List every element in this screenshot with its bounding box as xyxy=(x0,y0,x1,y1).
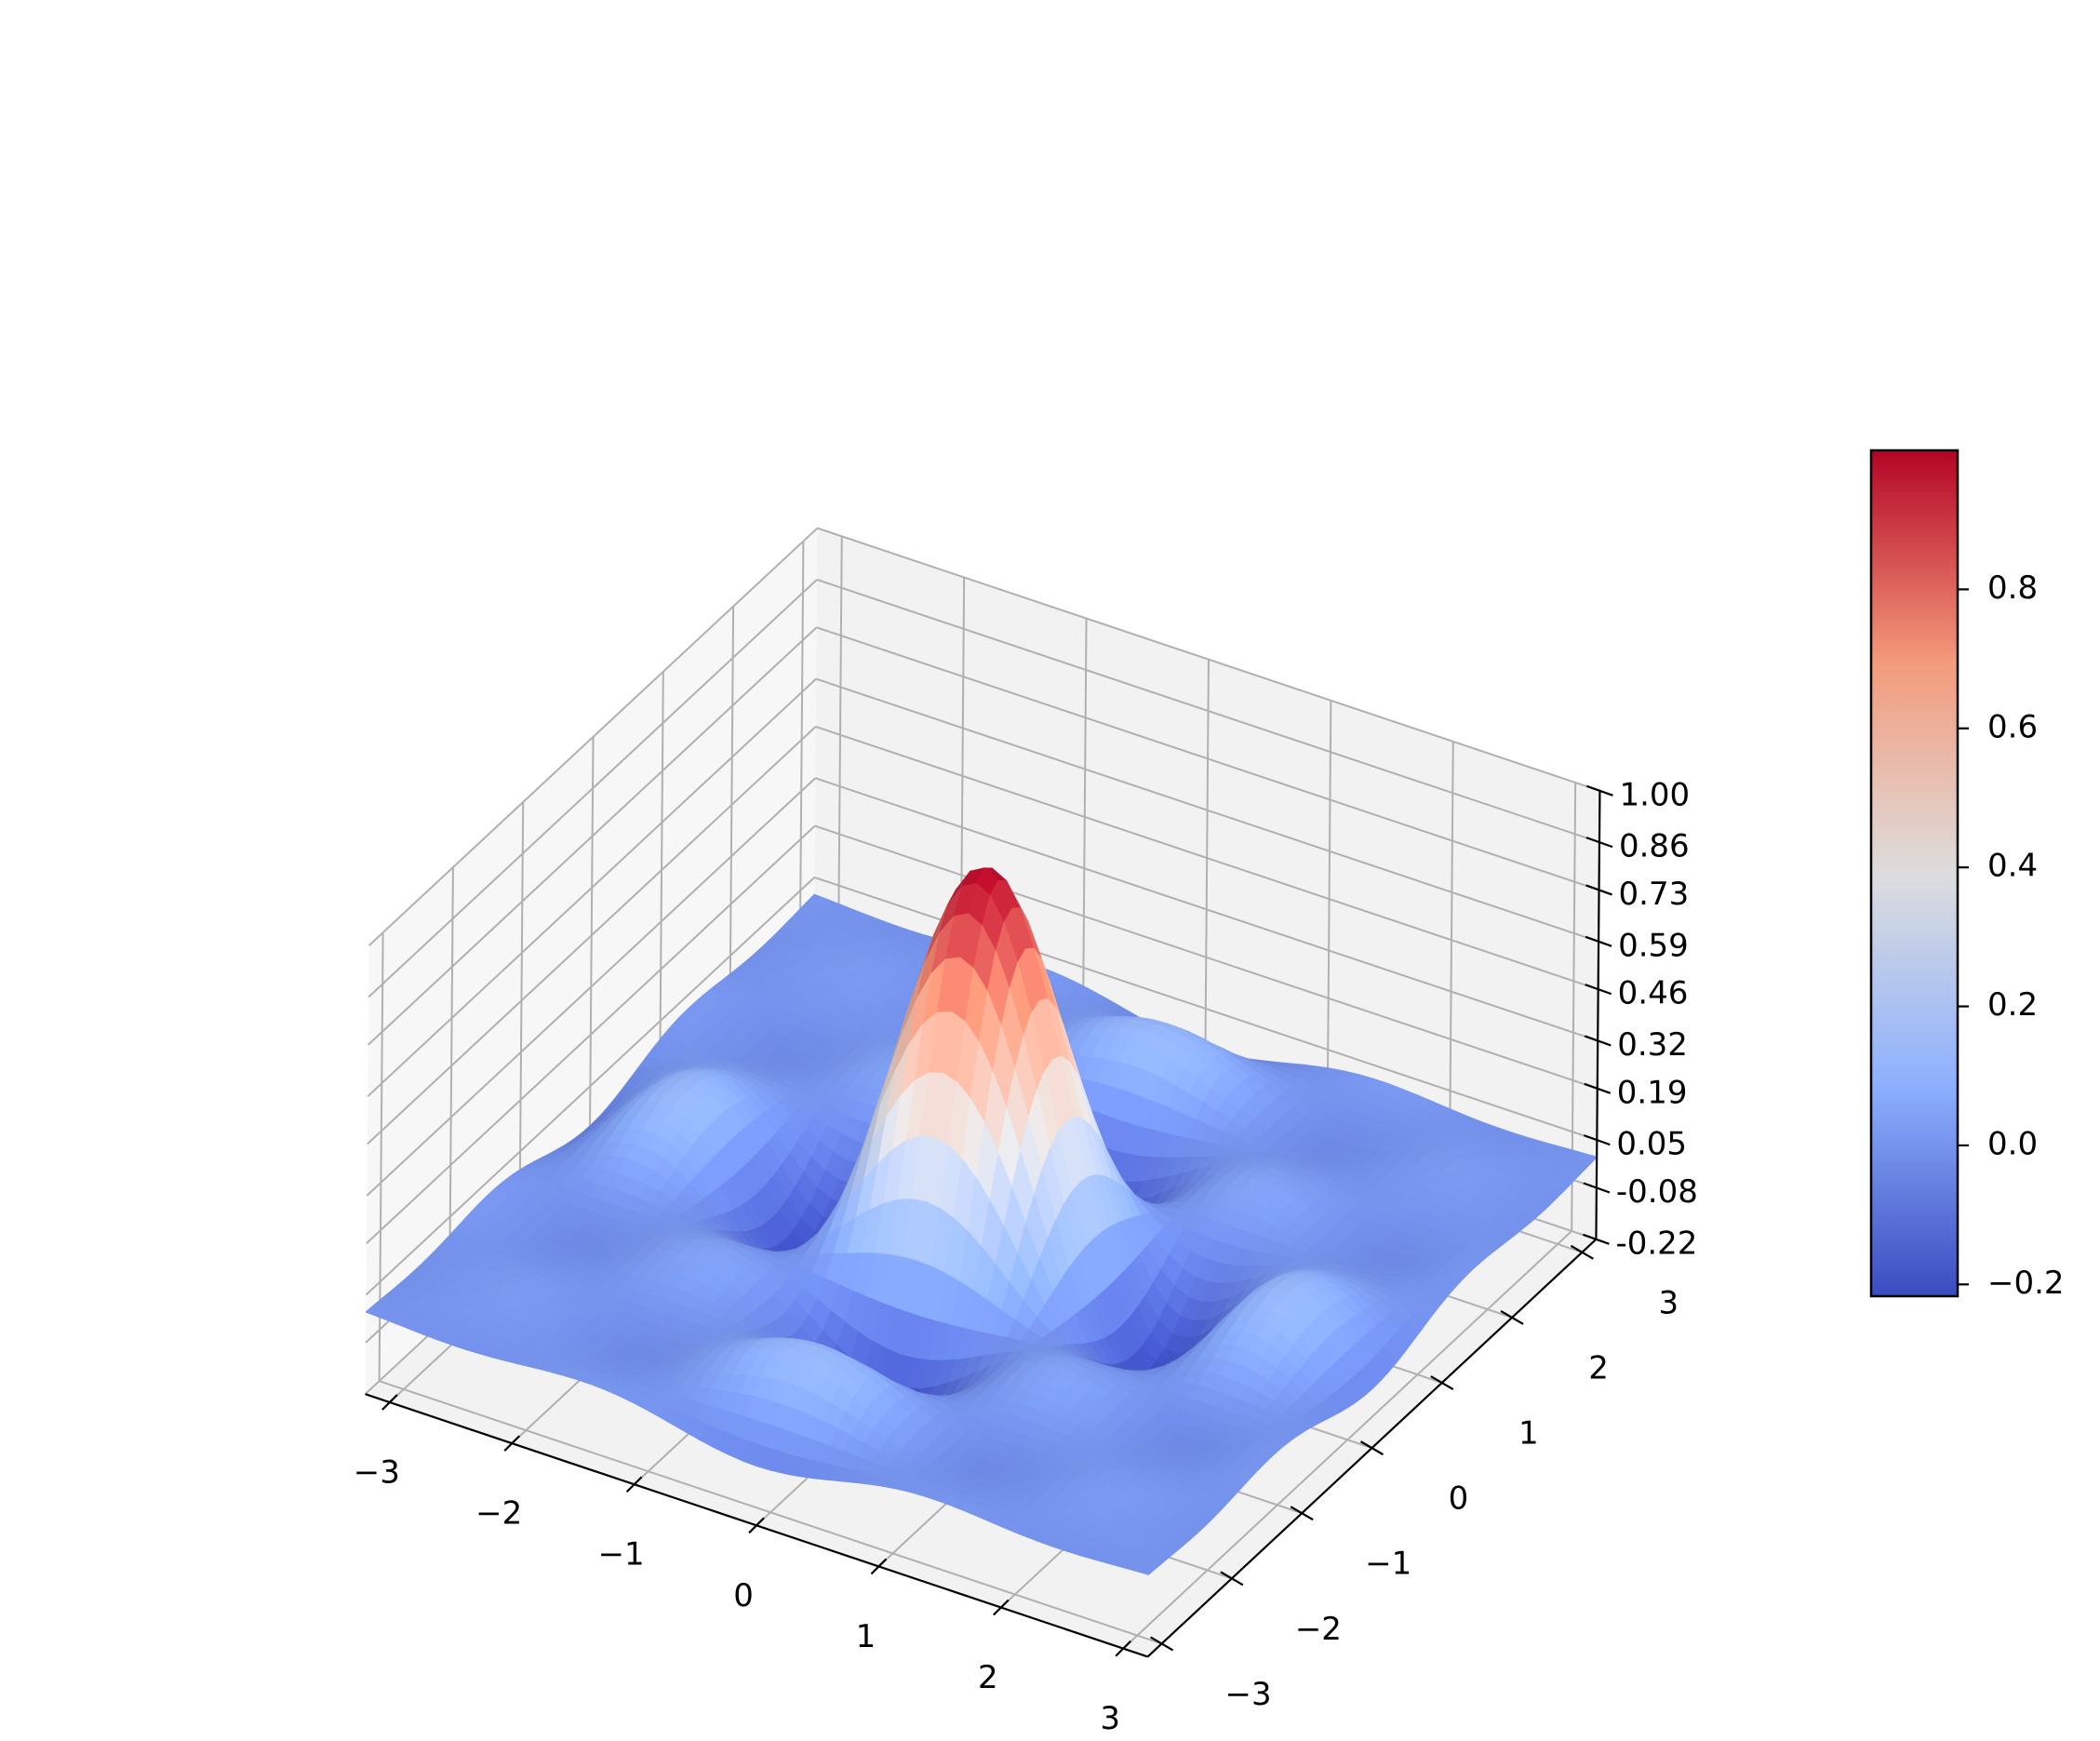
z-tick-label: -0.08 xyxy=(1616,1173,1698,1211)
y-tick xyxy=(1150,1636,1174,1652)
back-gridline-z xyxy=(817,527,1600,792)
z-tick-label: 0.59 xyxy=(1618,927,1689,964)
floor-gridline-y xyxy=(379,1380,1162,1645)
back-gridline-z xyxy=(814,777,1598,1042)
left-gridline-y xyxy=(588,736,595,1185)
left-gridline-z xyxy=(367,726,817,1145)
y-tick xyxy=(1359,1440,1384,1456)
y-tick-label: 1 xyxy=(1518,1415,1539,1453)
back-gridline-z xyxy=(815,677,1599,943)
y-tick xyxy=(1500,1309,1524,1325)
y-tick-label: 3 xyxy=(1659,1284,1679,1321)
z-tick-label: 0.19 xyxy=(1617,1074,1688,1111)
y-tick-label: 0 xyxy=(1449,1480,1469,1518)
x-tick xyxy=(1115,1640,1132,1657)
z-tick xyxy=(1585,935,1612,947)
y-tick xyxy=(1430,1375,1454,1390)
y-tick xyxy=(1220,1571,1244,1587)
z-tick-label: 1.00 xyxy=(1619,776,1690,813)
x-tick xyxy=(625,1476,643,1493)
left-gridline-z xyxy=(366,777,816,1197)
colorbar-tick-label: 0.8 xyxy=(1987,569,2038,607)
x-tick-label: 2 xyxy=(978,1659,998,1696)
y-tick-label: −2 xyxy=(1295,1611,1342,1648)
z-tick-label: 0.46 xyxy=(1618,975,1689,1012)
colorbar-tick-label: 0.4 xyxy=(1987,848,2038,885)
z-tick-label: 0.86 xyxy=(1619,828,1690,865)
left-gridline-z xyxy=(367,626,818,1046)
colorbar-tick-label: 0.0 xyxy=(1987,1125,2038,1162)
surface-plot xyxy=(365,867,1598,1575)
left-gridline-z xyxy=(365,877,816,1296)
x-tick-label: −2 xyxy=(475,1495,522,1533)
back-gridline-z xyxy=(816,626,1599,891)
z-tick-label: 0.05 xyxy=(1616,1126,1687,1163)
colorbar-tick-label: 0.2 xyxy=(1987,986,2038,1024)
z-tick xyxy=(1583,1134,1611,1146)
surface-facet xyxy=(1133,1562,1157,1575)
z-axis-line xyxy=(1595,790,1601,1239)
z-tick xyxy=(1585,984,1612,996)
x-tick xyxy=(870,1558,888,1575)
left-gridline-z xyxy=(366,824,816,1244)
z-tick-label: 0.73 xyxy=(1619,876,1690,913)
x-tick xyxy=(993,1599,1010,1616)
z-tick xyxy=(1586,784,1613,797)
z-tick-label: 0.32 xyxy=(1617,1026,1688,1064)
x-tick-label: 3 xyxy=(1100,1700,1120,1737)
colorbar-tick-label: 0.6 xyxy=(1987,708,2038,745)
back-gridline-z xyxy=(815,725,1598,991)
y-tick-label: −3 xyxy=(1225,1676,1272,1713)
left-gridline-z xyxy=(368,527,819,946)
colorbar-gradient xyxy=(1869,449,1960,1298)
back-gridline-x xyxy=(1203,659,1210,1108)
z-tick xyxy=(1583,1182,1611,1194)
y-tick-label: −1 xyxy=(1365,1546,1411,1583)
back-gridline-z xyxy=(814,824,1598,1090)
z-tick xyxy=(1585,837,1613,849)
x-tick-label: 0 xyxy=(733,1577,754,1614)
z-tick xyxy=(1584,1082,1612,1094)
z-tick-label: -0.22 xyxy=(1615,1225,1697,1262)
y-tick xyxy=(1290,1506,1314,1521)
x-tick xyxy=(381,1394,398,1411)
back-gridline-z xyxy=(816,578,1600,844)
colorbar: −0.2 0.0 0.2 0.4 0.6 0.8 xyxy=(1869,449,2065,1302)
y-tick xyxy=(1570,1244,1594,1260)
z-tick xyxy=(1583,1233,1610,1245)
x-tick-label: 1 xyxy=(856,1618,876,1655)
colorbar-tick-label: −0.2 xyxy=(1987,1265,2065,1302)
x-tick xyxy=(748,1517,765,1534)
z-tick xyxy=(1585,884,1612,896)
x-tick-label: −1 xyxy=(598,1536,645,1574)
left-gridline-z xyxy=(367,677,817,1097)
left-gridline-z xyxy=(368,579,818,998)
x-tick-label: −3 xyxy=(354,1454,400,1492)
axes-ticks: −3 −2 −1 0 1 2 3 −3 −2 −1 0 1 2 3 -0.22 -0.08 0.05 0.19 0.… xyxy=(354,776,1698,1737)
x-tick xyxy=(503,1435,521,1452)
y-tick-label: 2 xyxy=(1588,1349,1609,1386)
z-tick xyxy=(1584,1035,1612,1047)
